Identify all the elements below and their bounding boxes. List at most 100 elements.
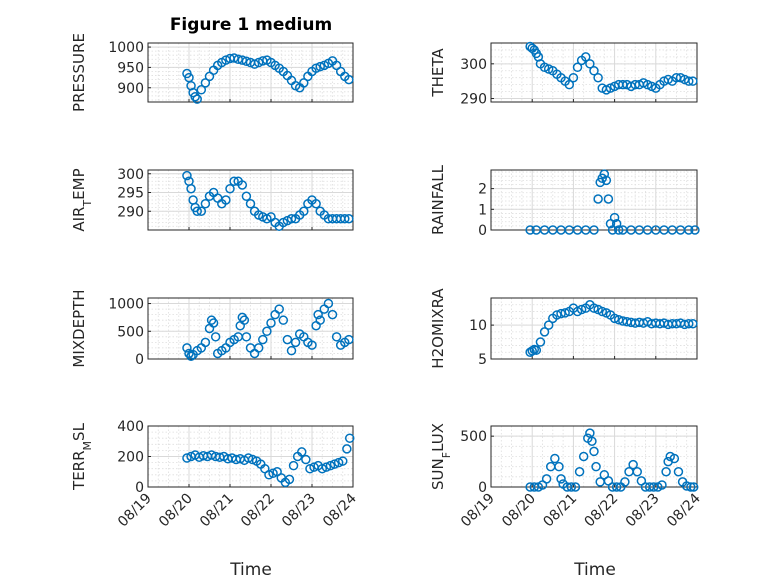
y-tick-label: 900 bbox=[117, 81, 144, 97]
data-point bbox=[589, 225, 599, 235]
data-point bbox=[192, 206, 202, 216]
data-point bbox=[258, 334, 268, 345]
data-point bbox=[186, 184, 196, 194]
data-point bbox=[274, 304, 284, 314]
data-point bbox=[278, 315, 289, 325]
y-axis-label: TERRMSL bbox=[70, 422, 94, 491]
axes-frame bbox=[147, 169, 354, 231]
data-point bbox=[525, 225, 535, 235]
data-point bbox=[208, 318, 219, 328]
data-point bbox=[182, 453, 192, 463]
x-tick-label: 08/24 bbox=[664, 490, 704, 530]
data-point bbox=[184, 348, 194, 359]
data-point bbox=[609, 313, 620, 324]
data-point bbox=[206, 315, 217, 325]
subplot-8: 0 500 08/19 08/20 08/21 08/22 08/23 08/24 SUNFLU… bbox=[429, 423, 704, 530]
data-point bbox=[200, 199, 211, 209]
y-tick-label: 500 bbox=[460, 429, 487, 445]
data-point bbox=[338, 456, 348, 466]
data-point bbox=[239, 315, 250, 325]
data-point bbox=[686, 482, 696, 492]
y-tick-label: 1 bbox=[478, 202, 487, 218]
data-point bbox=[541, 474, 552, 484]
x-tick-label: 08/22 bbox=[582, 491, 622, 531]
data-point bbox=[560, 308, 570, 318]
data-point bbox=[290, 337, 301, 348]
data-point bbox=[591, 461, 601, 472]
data-point bbox=[344, 74, 354, 85]
data-point bbox=[657, 480, 667, 490]
data-point bbox=[681, 481, 692, 491]
data-point bbox=[593, 194, 603, 204]
data-point bbox=[531, 345, 542, 355]
data-point bbox=[342, 444, 352, 454]
data-point bbox=[581, 52, 591, 62]
data-point bbox=[243, 453, 254, 463]
data-point bbox=[186, 351, 196, 361]
data-point bbox=[245, 199, 256, 209]
subplot-6: 5 10 H2OMIXRA bbox=[429, 288, 698, 369]
data-point bbox=[297, 447, 307, 457]
data-point bbox=[587, 436, 597, 446]
data-point bbox=[323, 298, 334, 309]
y-tick-label: 0 bbox=[135, 480, 144, 496]
subplot-5: 0 500 1000 MIXDEPTH bbox=[70, 289, 354, 368]
data-point bbox=[554, 461, 564, 472]
data-point bbox=[212, 193, 223, 203]
data-point bbox=[333, 457, 344, 468]
y-tick-label: 290 bbox=[460, 92, 487, 108]
data-point bbox=[688, 319, 698, 329]
x-axis-label-right: Time bbox=[573, 560, 616, 580]
data-point bbox=[317, 463, 327, 474]
x-tick-label: 08/23 bbox=[623, 491, 663, 531]
data-point bbox=[611, 482, 622, 492]
y-tick-label: 0 bbox=[478, 480, 487, 496]
data-point bbox=[262, 326, 272, 337]
y-tick-label: 0 bbox=[478, 223, 487, 239]
axes-frame bbox=[490, 425, 698, 488]
data-point bbox=[589, 66, 599, 76]
data-point bbox=[688, 76, 698, 86]
data-point bbox=[241, 56, 252, 67]
data-point bbox=[589, 303, 599, 313]
subplot-2: 290 300 THETA bbox=[429, 41, 698, 108]
y-tick-label: 500 bbox=[117, 324, 144, 340]
data-point bbox=[182, 343, 192, 353]
data-point bbox=[299, 206, 309, 216]
data-point bbox=[200, 337, 211, 348]
data-point bbox=[196, 85, 207, 95]
x-tick-label: 08/19 bbox=[115, 491, 155, 531]
y-axis-label: AIRTEMP bbox=[70, 168, 94, 231]
axes-frame bbox=[147, 297, 354, 360]
data-point bbox=[611, 219, 622, 229]
data-point bbox=[597, 306, 607, 317]
y-axis-label: PRESSURE bbox=[70, 33, 88, 112]
y-tick-label: 295 bbox=[117, 186, 144, 202]
data-point bbox=[225, 184, 235, 194]
data-point bbox=[200, 78, 211, 88]
data-point bbox=[613, 225, 624, 235]
data-point bbox=[543, 320, 554, 330]
subplot-1: 900 950 1000 PRESSURE bbox=[70, 33, 354, 112]
data-point bbox=[229, 176, 239, 186]
data-point bbox=[578, 451, 589, 462]
data-point bbox=[632, 467, 643, 477]
subplot-3: 290 295 300 AIRTEMP bbox=[70, 167, 354, 232]
data-point bbox=[566, 482, 577, 492]
data-point bbox=[327, 309, 338, 320]
y-tick-label: 1000 bbox=[108, 40, 144, 56]
data-point bbox=[268, 468, 278, 479]
data-point bbox=[564, 79, 575, 90]
y-axis-label: RAINFALL bbox=[429, 164, 447, 235]
data-point bbox=[237, 180, 248, 190]
data-point bbox=[315, 315, 325, 325]
x-tick-label: 08/24 bbox=[320, 490, 360, 530]
data-point bbox=[669, 453, 680, 464]
data-point bbox=[673, 467, 684, 477]
data-point bbox=[299, 78, 309, 88]
data-point bbox=[266, 318, 276, 328]
data-point bbox=[182, 170, 192, 181]
data-point bbox=[247, 454, 258, 465]
data-point bbox=[307, 340, 317, 350]
